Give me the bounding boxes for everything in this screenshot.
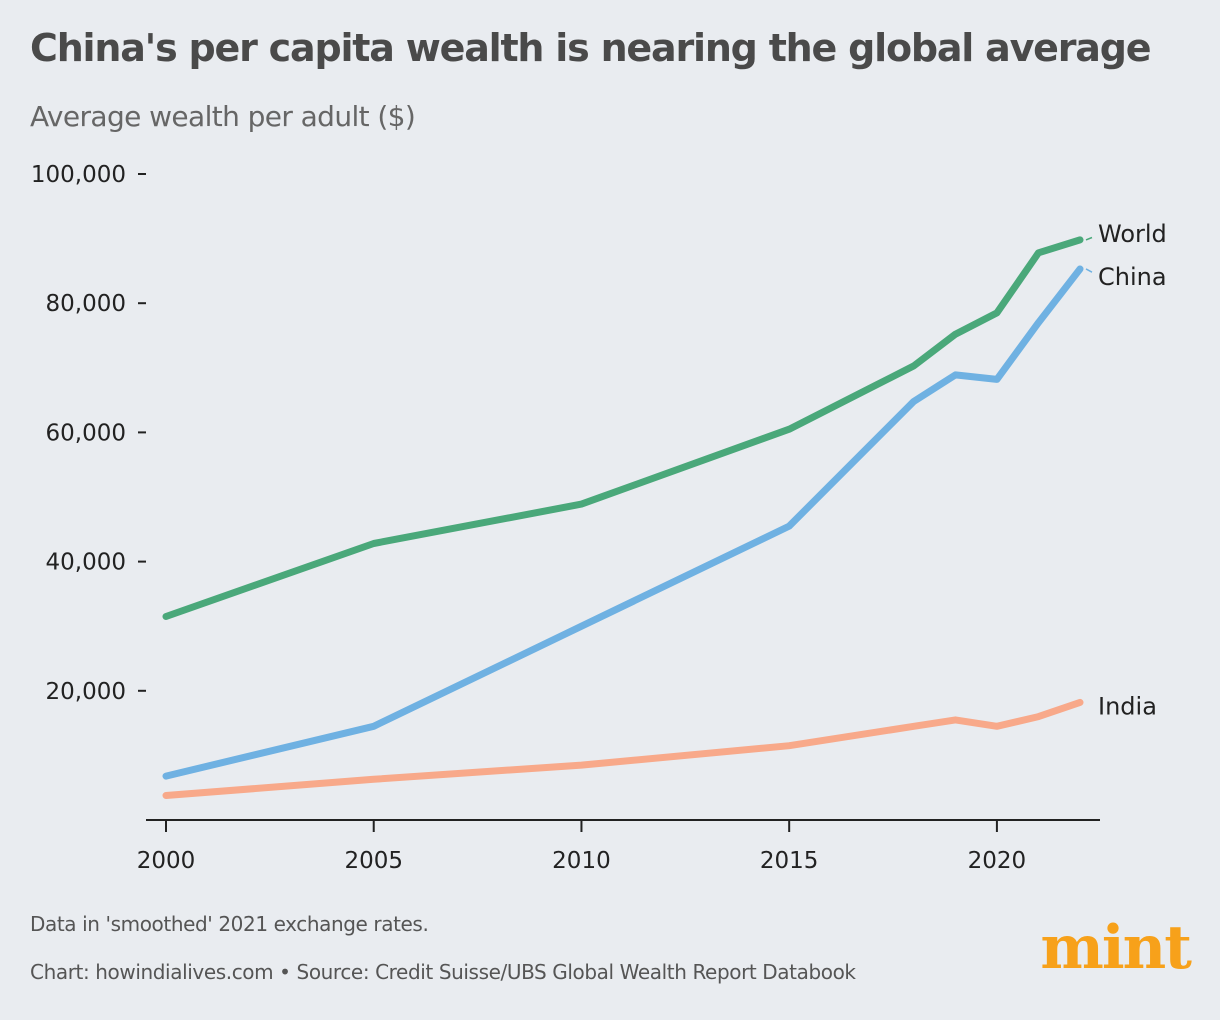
source-credit: Chart: howindialives.com • Source: Credi…	[30, 960, 856, 984]
data-note: Data in 'smoothed' 2021 exchange rates.	[30, 912, 429, 936]
x-tick-label: 2020	[968, 848, 1027, 874]
series-label-leader	[1085, 268, 1093, 273]
series-labels: World China India	[1085, 220, 1167, 720]
y-tick-label: 60,000	[46, 420, 126, 446]
series-label-leader	[1085, 236, 1093, 241]
y-tick-label: 80,000	[46, 291, 126, 317]
x-tick-label: 2005	[344, 848, 403, 874]
y-axis: 20,000 40,000 60,000 80,000 100,000	[31, 162, 146, 705]
x-axis: 2000 2005 2010 2015 2020	[137, 819, 1100, 874]
chart-title: China's per capita wealth is nearing the…	[30, 26, 1151, 70]
series-label-world: World	[1098, 220, 1167, 248]
series-lines	[162, 236, 1084, 799]
x-tick-label: 2000	[137, 848, 196, 874]
chart-subtitle: Average wealth per adult ($)	[30, 100, 416, 133]
x-tick-label: 2015	[760, 848, 819, 874]
y-tick-label: 40,000	[46, 550, 126, 576]
line-chart: 20,000 40,000 60,000 80,000 100,000 2000 2005…	[31, 162, 1167, 874]
series-line-world	[162, 236, 1084, 620]
x-tick-label: 2010	[552, 848, 611, 874]
y-tick-label: 100,000	[31, 162, 126, 188]
mint-logo: mint	[1040, 913, 1192, 983]
series-label-china: China	[1098, 263, 1167, 291]
series-line-china	[162, 265, 1084, 780]
series-label-india: India	[1098, 692, 1157, 720]
series-line-india	[162, 698, 1084, 799]
y-tick-label: 20,000	[46, 679, 126, 705]
